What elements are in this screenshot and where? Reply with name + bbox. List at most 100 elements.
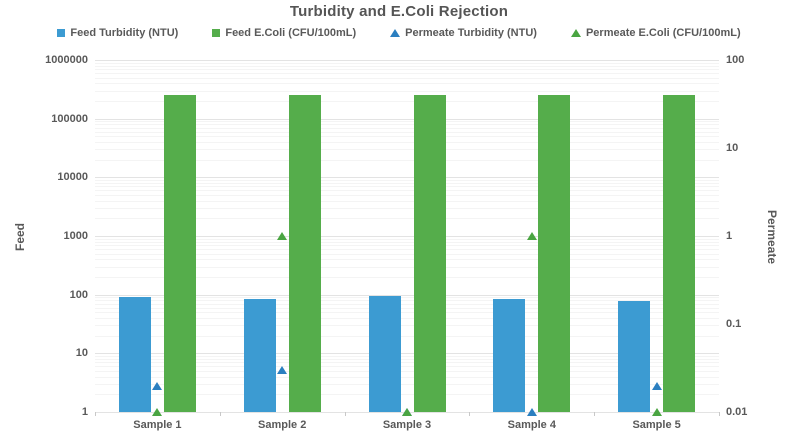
- legend-label: Permeate Turbidity (NTU): [405, 27, 537, 39]
- minor-gridline: [95, 297, 719, 299]
- left-tick-label: 1000000: [45, 54, 88, 66]
- minor-gridline: [95, 384, 719, 385]
- left-tick-label: 1000: [63, 230, 88, 242]
- permeate-turbidity-triangle-icon: [390, 29, 401, 37]
- permeate-ecoli-marker: [402, 408, 412, 416]
- permeate-ecoli-marker: [277, 232, 288, 240]
- feed-turbidity-square-icon: [57, 29, 66, 37]
- x-axis-tick: [344, 412, 346, 416]
- left-tick-label: 100000: [51, 112, 88, 125]
- minor-gridline: [95, 83, 719, 85]
- minor-gridline: [95, 307, 719, 309]
- minor-gridline: [95, 362, 719, 364]
- minor-gridline: [95, 73, 719, 74]
- minor-gridline: [95, 366, 719, 368]
- left-axis-title: Feed: [13, 222, 27, 252]
- minor-gridline: [95, 142, 719, 143]
- feed-turbidity-bar: [243, 298, 276, 412]
- minor-gridline: [95, 136, 719, 138]
- minor-gridline: [95, 394, 719, 396]
- minor-gridline: [95, 101, 719, 102]
- minor-gridline: [95, 241, 719, 243]
- minor-gridline: [95, 300, 719, 302]
- minor-gridline: [95, 69, 719, 71]
- minor-gridline: [95, 65, 719, 67]
- major-gridline: [95, 294, 719, 296]
- category-label: Sample 5: [632, 419, 681, 431]
- minor-gridline: [95, 249, 719, 250]
- right-tick-label: 100: [726, 54, 745, 66]
- minor-gridline: [95, 312, 719, 314]
- permeate-ecoli-marker: [651, 408, 662, 416]
- minor-gridline: [95, 277, 719, 278]
- feed-turbidity-bar: [118, 296, 151, 412]
- minor-gridline: [95, 238, 719, 240]
- minor-gridline: [95, 149, 719, 151]
- minor-gridline: [95, 259, 719, 261]
- feed-turbidity-bar: [493, 298, 526, 412]
- legend: Feed Turbidity (NTU) Feed E.Coli (CFU/100…: [0, 27, 798, 39]
- minor-gridline: [95, 180, 719, 182]
- x-axis-tick: [594, 412, 596, 416]
- minor-gridline: [95, 208, 719, 209]
- permeate-turbidity-marker: [526, 408, 537, 416]
- major-gridline: [95, 236, 719, 237]
- major-gridline: [95, 118, 719, 120]
- permeate-ecoli-marker: [526, 232, 537, 240]
- minor-gridline: [95, 335, 719, 337]
- minor-gridline: [95, 124, 719, 126]
- legend-item-feed-ecoli: Feed E.Coli (CFU/100mL): [212, 27, 356, 39]
- left-tick-label: 100: [69, 288, 88, 301]
- minor-gridline: [95, 266, 719, 268]
- permeate-turbidity-marker: [152, 381, 163, 390]
- minor-gridline: [95, 303, 719, 305]
- category-label: Sample 4: [507, 419, 556, 431]
- legend-item-permeate-turbidity: Permeate Turbidity (NTU): [390, 27, 537, 39]
- feed-ecoli-bar: [288, 95, 321, 412]
- minor-gridline: [95, 245, 719, 247]
- minor-gridline: [95, 200, 719, 202]
- legend-item-feed-turbidity: Feed Turbidity (NTU): [57, 27, 178, 39]
- major-gridline: [95, 353, 719, 355]
- major-gridline: [95, 177, 719, 179]
- left-tick-label: 10: [75, 347, 88, 360]
- legend-label: Permeate E.Coli (CFU/100mL): [585, 27, 741, 39]
- feed-ecoli-bar: [163, 95, 196, 412]
- minor-gridline: [95, 186, 719, 188]
- plot-area: [95, 60, 720, 416]
- minor-gridline: [95, 359, 719, 361]
- minor-gridline: [95, 356, 719, 358]
- feed-turbidity-bar: [618, 300, 651, 412]
- right-tick-label: 0.01: [726, 406, 748, 418]
- x-axis-tick: [219, 412, 221, 416]
- permeate-turbidity-marker: [651, 381, 662, 390]
- right-tick-label: 1: [726, 230, 733, 242]
- left-tick-label: 10000: [57, 171, 88, 184]
- right-tick-label: 0.1: [726, 318, 742, 330]
- permeate-turbidity-marker: [277, 366, 288, 374]
- x-axis-tick: [95, 412, 96, 416]
- left-tick-label: 1: [81, 406, 88, 418]
- chart-title: Turbidity and E.Coli Rejection: [289, 3, 509, 20]
- minor-gridline: [95, 370, 719, 372]
- minor-gridline: [95, 218, 719, 220]
- feed-ecoli-square-icon: [212, 29, 221, 37]
- legend-item-permeate-ecoli: Permeate E.Coli (CFU/100mL): [570, 27, 741, 39]
- minor-gridline: [95, 62, 719, 64]
- legend-label: Feed Turbidity (NTU): [70, 27, 179, 39]
- major-gridline: [95, 60, 719, 61]
- minor-gridline: [95, 190, 719, 192]
- minor-gridline: [95, 127, 719, 129]
- category-label: Sample 2: [258, 419, 307, 431]
- minor-gridline: [95, 131, 719, 133]
- feed-ecoli-bar: [413, 95, 446, 412]
- minor-gridline: [95, 183, 719, 185]
- minor-gridline: [95, 318, 719, 319]
- feed-ecoli-bar: [663, 95, 696, 412]
- minor-gridline: [95, 253, 719, 255]
- legend-label: Feed E.Coli (CFU/100mL): [225, 27, 357, 39]
- right-tick-label: 10: [726, 142, 739, 154]
- minor-gridline: [95, 159, 719, 161]
- x-axis-tick: [719, 412, 720, 416]
